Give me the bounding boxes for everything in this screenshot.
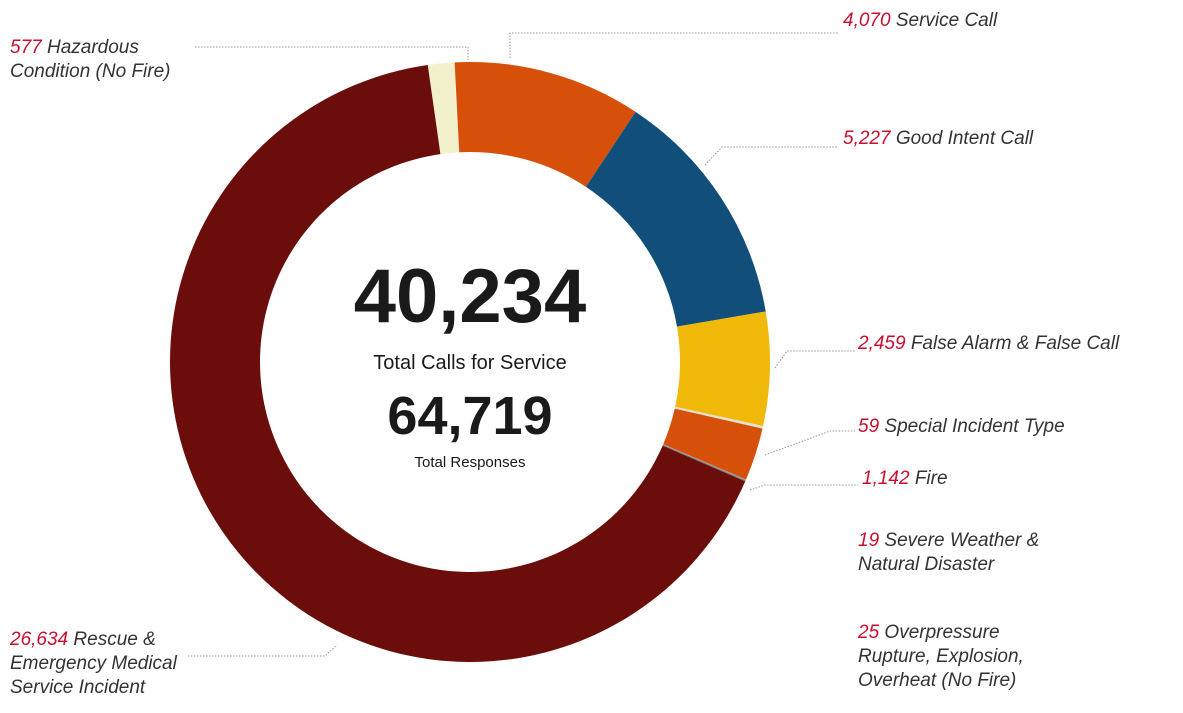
- category-label: Hazardous Condition (No Fire): [10, 37, 171, 82]
- category-label: Fire: [914, 468, 948, 489]
- category-label: Rescue & Emergency Medical Service Incid…: [10, 629, 177, 698]
- leader-line: [704, 146, 838, 166]
- donut-segment: [674, 406, 764, 429]
- donut-segment: [454, 61, 636, 187]
- donut-segment: [585, 111, 766, 327]
- donut-segment: [170, 64, 746, 662]
- category-label: Good Intent Call: [895, 128, 1034, 149]
- leader-line: [188, 644, 338, 657]
- segment-label: 1,142 Fire: [862, 467, 1162, 491]
- leader-line: [774, 350, 855, 369]
- leader-line: [749, 484, 858, 491]
- value-label: 4,070: [843, 10, 891, 31]
- segment-label: 25 Overpressure Rupture, Explosion, Over…: [858, 621, 1043, 693]
- category-label: False Alarm & False Call: [910, 333, 1120, 354]
- value-label: 577: [10, 37, 42, 58]
- center-responses: 64,719: [387, 386, 553, 446]
- value-label: 59: [858, 416, 880, 437]
- leader-line: [509, 32, 838, 58]
- leader-line: [195, 46, 469, 60]
- segment-label: 2,459 False Alarm & False Call: [858, 332, 1178, 356]
- donut-segment: [662, 444, 747, 481]
- segment-label: 5,227 Good Intent Call: [843, 127, 1163, 151]
- segment-label: 26,634 Rescue & Emergency Medical Servic…: [10, 628, 220, 700]
- donut-segment: [427, 62, 460, 155]
- value-label: 25: [858, 622, 880, 643]
- value-label: 1,142: [862, 468, 910, 489]
- value-label: 5,227: [843, 128, 891, 149]
- center-total: 40,234: [353, 254, 587, 339]
- donut-segment: [662, 444, 746, 482]
- value-label: 19: [858, 530, 880, 551]
- segment-label: 577 Hazardous Condition (No Fire): [10, 36, 210, 84]
- value-label: 26,634: [10, 629, 69, 650]
- donut-segment: [663, 408, 763, 480]
- category-label: Overpressure Rupture, Explosion, Overhea…: [858, 622, 1024, 691]
- category-label: Severe Weather & Natural Disaster: [858, 530, 1040, 575]
- donut-segment: [675, 311, 770, 426]
- segment-label: 4,070 Service Call: [843, 9, 1163, 33]
- center-total-label: Total Calls for Service: [373, 352, 567, 374]
- leader-line: [764, 430, 855, 456]
- category-label: Service Call: [895, 10, 998, 31]
- value-label: 2,459: [858, 333, 906, 354]
- segment-label: 59 Special Incident Type: [858, 415, 1178, 439]
- category-label: Special Incident Type: [884, 416, 1065, 437]
- segment-label: 19 Severe Weather & Natural Disaster: [858, 529, 1043, 577]
- center-responses-label: Total Responses: [414, 454, 526, 471]
